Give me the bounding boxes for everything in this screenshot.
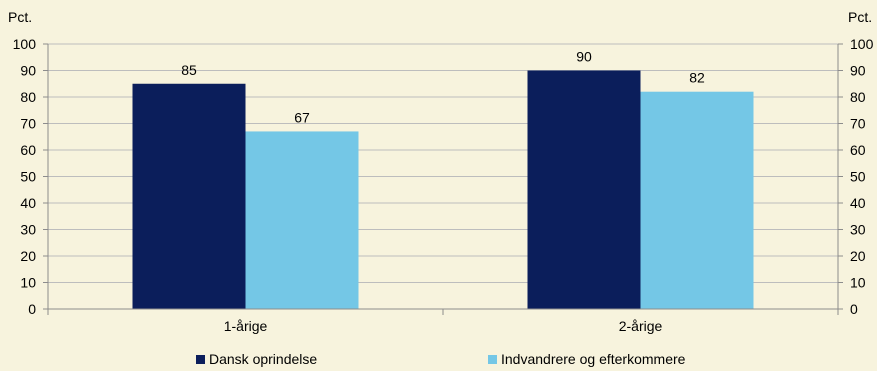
bar — [527, 70, 641, 309]
data-labels: 85 67 90 82 — [181, 49, 705, 126]
bar — [245, 131, 359, 309]
y-tick-label-right: 80 — [850, 89, 866, 105]
y-tick-label-right: 50 — [850, 169, 866, 185]
y-tick-label-left: 0 — [28, 301, 36, 317]
right-unit-label: Pct. — [848, 9, 872, 25]
y-tick-label-left: 10 — [20, 275, 36, 291]
axes — [43, 43, 843, 315]
y-tick-label-left: 70 — [20, 116, 36, 132]
right-tick-labels: 0 10 20 30 40 50 60 70 80 90 100 — [850, 36, 874, 317]
data-label: 85 — [181, 62, 197, 78]
category-label: 1-årige — [224, 318, 268, 334]
category-labels: 1-årige 2-årige — [224, 318, 663, 334]
legend-label: Indvandrere og efterkommere — [501, 351, 686, 367]
bar — [640, 91, 754, 309]
y-tick-label-right: 60 — [850, 142, 866, 158]
y-tick-label-left: 30 — [20, 222, 36, 238]
y-tick-label-left: 40 — [20, 195, 36, 211]
legend-swatch — [196, 355, 205, 364]
bars — [132, 70, 754, 309]
legend-swatch — [488, 355, 497, 364]
y-tick-label-right: 20 — [850, 248, 866, 264]
y-tick-label-left: 20 — [20, 248, 36, 264]
y-tick-label-right: 90 — [850, 63, 866, 79]
data-label: 82 — [689, 70, 705, 86]
y-tick-label-right: 70 — [850, 116, 866, 132]
left-tick-labels: 0 10 20 30 40 50 60 70 80 90 100 — [13, 36, 37, 317]
y-tick-label-right: 100 — [850, 36, 874, 52]
y-tick-label-left: 80 — [20, 89, 36, 105]
y-tick-label-right: 0 — [850, 301, 858, 317]
left-unit-label: Pct. — [8, 9, 32, 25]
y-tick-label-right: 30 — [850, 222, 866, 238]
legend-label: Dansk oprindelse — [209, 351, 317, 367]
data-label: 67 — [294, 109, 310, 125]
y-tick-label-left: 50 — [20, 169, 36, 185]
y-tick-label-right: 40 — [850, 195, 866, 211]
bar — [132, 83, 246, 309]
y-tick-label-left: 60 — [20, 142, 36, 158]
y-tick-label-left: 90 — [20, 63, 36, 79]
category-label: 2-årige — [619, 318, 663, 334]
y-tick-label-right: 10 — [850, 275, 866, 291]
data-label: 90 — [576, 49, 592, 65]
y-tick-label-left: 100 — [13, 36, 37, 52]
legend: Dansk oprindelse Indvandrere og efterkomm… — [196, 351, 686, 367]
